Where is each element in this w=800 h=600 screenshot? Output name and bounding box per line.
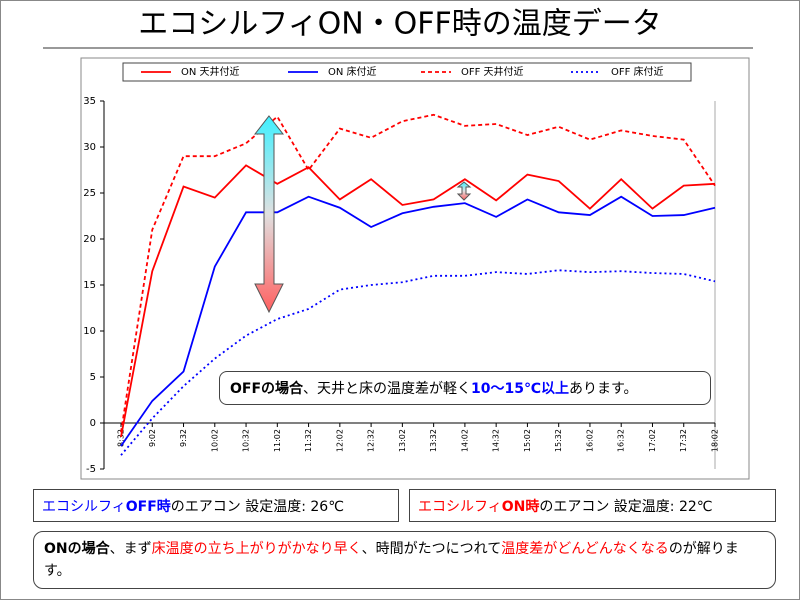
text: 床温度の立ち上がりがかなり早く — [151, 541, 362, 557]
setting-off: エコシルフィOFF時のエアコン 設定温度: 26℃ — [33, 489, 399, 522]
text: OFFの場合 — [230, 381, 304, 397]
text: エコシルフィ — [42, 499, 126, 515]
y-tick-label: 25 — [83, 188, 96, 199]
x-tick-label: 15:02 — [523, 429, 532, 452]
chart-panel — [80, 57, 750, 480]
x-tick-label: 9:32 — [179, 429, 188, 447]
text: 、まず — [109, 541, 152, 557]
text: のエアコン 設定温度: 26℃ — [170, 499, 344, 515]
setting-on: エコシルフィON時のエアコン 設定温度: 22℃ — [409, 489, 776, 522]
text: あります。 — [568, 381, 638, 397]
y-tick-label: 0 — [90, 418, 96, 429]
text: OFF時 — [125, 499, 171, 515]
x-tick-label: 17:32 — [679, 429, 688, 452]
x-tick-label: 10:02 — [210, 429, 219, 452]
y-tick-label: 5 — [90, 372, 96, 383]
text: 温度差がどんどんなくなる — [501, 541, 669, 557]
series-line — [120, 164, 716, 437]
y-tick-label: 10 — [83, 326, 96, 337]
text: ON時 — [501, 499, 540, 515]
big-arrow — [253, 115, 285, 314]
text: 、天井と床の温度差が軽く — [303, 381, 472, 397]
x-tick-label: 11:02 — [273, 429, 282, 452]
legend-label: OFF 床付近 — [611, 65, 664, 78]
x-tick-label: 9:02 — [148, 429, 157, 447]
x-tick-label: 11:32 — [304, 429, 313, 452]
x-tick-label: 16:32 — [617, 429, 626, 452]
legend-label: ON 天井付近 — [181, 65, 240, 78]
small-arrow — [456, 181, 472, 201]
y-tick-label: -5 — [86, 464, 96, 475]
text: エコシルフィ — [418, 499, 502, 515]
title: エコシルフィON・OFF時の温度データ — [138, 7, 662, 42]
note: ONの場合、まず床温度の立ち上がりがかなり早く、時間がたつにつれて温度差がどんど… — [33, 531, 776, 589]
text: のが解ります。 — [44, 541, 739, 579]
text: 10～15℃以上 — [471, 381, 569, 397]
x-tick-label: 8:32 — [117, 429, 126, 447]
y-tick-label: 15 — [83, 280, 96, 291]
x-tick-label: 18:02 — [711, 429, 720, 452]
x-tick-label: 13:02 — [398, 429, 407, 452]
x-tick-label: 12:02 — [335, 429, 344, 452]
legend — [122, 62, 692, 82]
legend-label: OFF 天井付近 — [461, 65, 524, 78]
x-tick-label: 16:02 — [585, 429, 594, 452]
legend-label: ON 床付近 — [328, 65, 377, 78]
series-line — [120, 195, 716, 447]
text: 、時間がたつにつれて — [361, 541, 502, 557]
x-tick-label: 14:32 — [492, 429, 501, 452]
x-tick-label: 13:32 — [429, 429, 438, 452]
annotation: OFFの場合、天井と床の温度差が軽く10～15℃以上あります。 — [219, 371, 711, 405]
series-line — [120, 113, 716, 433]
x-tick-label: 10:32 — [242, 429, 251, 452]
x-tick-label: 12:32 — [367, 429, 376, 452]
x-tick-label: 17:02 — [648, 429, 657, 452]
text: ONの場合 — [44, 541, 110, 557]
y-tick-label: 35 — [83, 96, 96, 107]
x-tick-label: 15:32 — [554, 429, 563, 452]
series-line — [120, 269, 716, 456]
text: のエアコン 設定温度: 22℃ — [539, 499, 713, 515]
y-tick-label: 30 — [83, 142, 96, 153]
x-tick-label: 14:02 — [460, 429, 469, 452]
y-tick-label: 20 — [83, 234, 96, 245]
